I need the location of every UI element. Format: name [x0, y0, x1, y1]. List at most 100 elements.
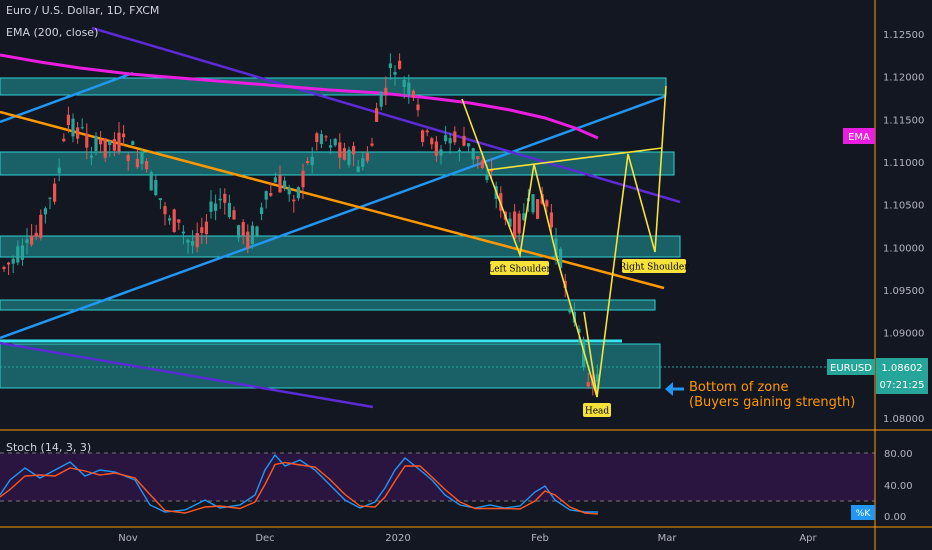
candle-body: [30, 235, 34, 245]
candle-body: [76, 127, 80, 139]
candle-body: [388, 63, 392, 69]
candle-body: [71, 118, 75, 137]
candle-body: [402, 79, 406, 88]
stoch-k-badge: %K: [851, 505, 875, 520]
candle-body: [246, 231, 250, 249]
price-tick: 1.12500: [883, 30, 924, 41]
candle-body: [324, 136, 328, 138]
right-shoulder-label[interactable]: Right Shoulder: [619, 259, 689, 273]
candle-body: [531, 194, 535, 213]
candle-body: [181, 231, 185, 234]
time-tick-apr: Apr: [799, 533, 817, 544]
candle-body: [365, 152, 369, 161]
candle-body: [549, 212, 553, 228]
candle-body: [145, 160, 149, 170]
candle-body: [260, 207, 264, 215]
candle-body: [283, 180, 287, 188]
stoch-k-badge-text: %K: [856, 509, 872, 519]
candle-body: [457, 150, 461, 153]
candle-body: [306, 160, 310, 164]
candle-body: [379, 92, 383, 107]
zone-annotation-line2: (Buyers gaining strength): [689, 395, 856, 410]
symbol-title[interactable]: Euro / U.S. Dollar, 1D, FXCM: [6, 4, 160, 17]
candle-body: [163, 206, 167, 215]
trendline-purple-lower[interactable]: [0, 341, 374, 409]
time-tick-2020: 2020: [385, 533, 410, 544]
candle-body: [439, 149, 443, 156]
candle-body: [191, 241, 195, 246]
candle-body: [250, 225, 254, 244]
candle-body: [7, 262, 11, 265]
ema-200-line[interactable]: [0, 53, 599, 140]
candle-body: [554, 238, 558, 257]
trendline-blue-rising[interactable]: [0, 94, 667, 340]
candle-body: [333, 138, 337, 146]
candle-body: [2, 267, 6, 270]
last-price-text: 1.08602: [881, 363, 922, 374]
candle-body: [269, 193, 273, 196]
time-tick-dec: Dec: [255, 533, 274, 544]
candle-body: [301, 170, 305, 188]
candle-body: [356, 166, 360, 173]
time-axis[interactable]: Nov Dec 2020 Feb Mar Apr: [118, 533, 817, 544]
stoch-d-line[interactable]: [0, 461, 599, 515]
pattern-path[interactable]: [461, 85, 667, 398]
candle-body: [237, 225, 241, 238]
candle-body: [177, 219, 181, 223]
candle-body: [57, 167, 61, 174]
candle-body: [172, 209, 176, 232]
price-tick: 1.11500: [883, 115, 924, 126]
candle-body: [292, 199, 296, 202]
candle-body: [513, 211, 517, 239]
stoch-legend[interactable]: Stoch (14, 3, 3): [6, 441, 92, 454]
candle-body: [85, 133, 89, 148]
candle-body: [315, 133, 319, 142]
candle-body: [149, 172, 153, 191]
candle-body: [214, 203, 218, 211]
candle-body: [43, 208, 47, 215]
left-shoulder-label[interactable]: Left Shoulder: [488, 261, 551, 275]
candle-body: [186, 239, 190, 243]
zone-bottom[interactable]: [0, 343, 661, 389]
candle-body: [480, 160, 484, 169]
candle-body: [434, 141, 438, 156]
candle-body: [195, 233, 199, 248]
candle-body: [11, 258, 15, 264]
candle-body: [103, 138, 107, 158]
candle-body: [462, 135, 466, 146]
candle-body: [568, 310, 572, 313]
trendline-purple-upper[interactable]: [91, 26, 681, 204]
candle-body: [209, 201, 213, 212]
price-tick: 1.09500: [883, 286, 924, 297]
price-tick: 1.10000: [883, 243, 924, 254]
candle-body: [158, 198, 162, 200]
candle-body: [586, 382, 590, 387]
stoch-tick-80: 80.00: [884, 449, 913, 460]
zone-1093[interactable]: [0, 299, 656, 311]
trend-lines: [0, 26, 681, 409]
zone-annotation-line1: Bottom of zone: [689, 380, 789, 395]
candle-body: [255, 226, 259, 236]
candle-body: [34, 232, 38, 237]
pattern-neckline[interactable]: [487, 147, 663, 171]
candle-body: [62, 138, 66, 142]
candle-body: [352, 146, 356, 155]
stoch-axis[interactable]: 80.00 40.00 0.00: [884, 449, 913, 523]
price-tick: 1.11000: [883, 158, 924, 169]
indicator-legend[interactable]: EMA (200, close): [6, 26, 99, 39]
head-label[interactable]: Head: [583, 403, 611, 417]
head-shoulders-pattern: [461, 85, 667, 398]
trendline-blue-upper[interactable]: [0, 71, 134, 124]
candle-body: [48, 197, 52, 199]
stoch-tick-40: 40.00: [884, 481, 913, 492]
candle-body: [485, 175, 489, 181]
price-tick: 1.10500: [883, 201, 924, 212]
candle-body: [430, 138, 434, 145]
candle-body: [375, 108, 379, 122]
last-price-badge: 1.08602 07:21:25: [876, 358, 928, 394]
zone-110[interactable]: [0, 235, 681, 258]
candle-body: [122, 133, 126, 138]
candle-body: [490, 169, 494, 172]
